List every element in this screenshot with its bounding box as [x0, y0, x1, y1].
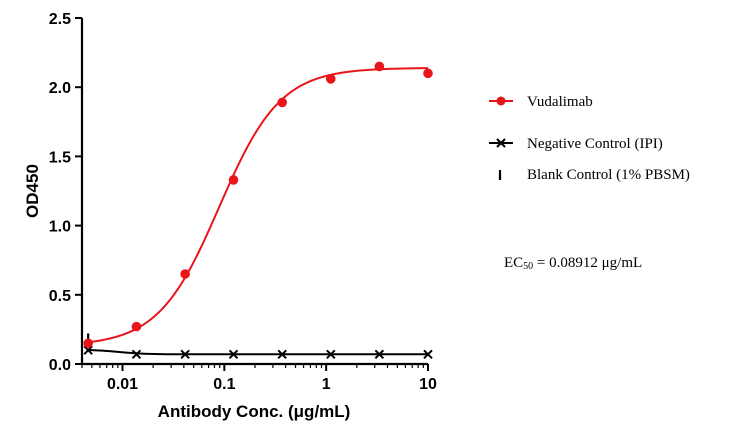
vudalimab-point [325, 74, 336, 84]
legend-vudalimab-label: Vudalimab [527, 94, 593, 110]
y-tick-label: 1.5 [49, 149, 71, 166]
ec50-label: EC [504, 255, 523, 271]
negative-control-point [131, 349, 142, 360]
x-axis-title: Antibody Conc. (μg/mL) [158, 402, 351, 421]
y-ticks: 0.0 0.5 1.0 1.5 2.0 2.5 [49, 11, 82, 374]
negative-marker-stroke [83, 345, 93, 355]
negative-marker-stroke [277, 349, 287, 360]
vudalimab-fit-curve [88, 67, 429, 344]
y-tick-label: 1.0 [49, 219, 71, 236]
x-tick-label: 0.1 [213, 376, 235, 393]
ec50-annotation: EC50 = 0.08912 μg/mL [504, 255, 642, 272]
negative-marker-stroke [423, 349, 433, 360]
negative-control-point [180, 349, 190, 360]
vudalimab-point [228, 175, 239, 185]
negative-marker-stroke [131, 349, 142, 360]
negative-control-point [277, 349, 287, 360]
y-axis-title: OD450 [23, 164, 42, 218]
vudalimab-point [374, 61, 385, 72]
vudalimab-point [180, 269, 190, 279]
vudalimab-point [277, 97, 288, 108]
negative-control-point [83, 345, 93, 355]
negative-marker-stroke [326, 349, 336, 360]
legend-item-vudalimab: Vudalimab [489, 94, 593, 110]
plot-area: 0.0 0.5 1.0 1.5 2.0 2.5 0.01 0.1 1 10 [49, 11, 437, 393]
vudalimab-point [423, 68, 433, 79]
y-tick-label: 2.0 [49, 80, 71, 97]
legend-item-blank-control: Blank Control (1% PBSM) [498, 167, 690, 183]
negative-control-point [423, 349, 433, 360]
negative-control-point [326, 349, 336, 360]
ec50-value: = 0.08912 μg/mL [533, 255, 642, 271]
negative-marker-stroke [180, 349, 190, 360]
negative-marker-stroke [374, 349, 385, 360]
legend: Vudalimab Negative Control (IPI) Blank C… [489, 94, 690, 183]
vudalimab-point [131, 321, 142, 332]
x-tick-label: 1 [322, 376, 331, 393]
x-tick-label: 0.01 [107, 376, 138, 393]
negative-control-curve [88, 349, 428, 356]
y-tick-label: 0.0 [49, 357, 71, 374]
ec50-subscript: 50 [523, 261, 533, 272]
legend-negative-label: Negative Control (IPI) [527, 136, 663, 152]
x-tick-label: 10 [419, 376, 437, 393]
negative-control-point [228, 349, 239, 360]
negative-control-point [374, 349, 385, 360]
vudalimab-point [83, 338, 93, 349]
y-tick-label: 2.5 [49, 11, 71, 28]
negative-marker-stroke [228, 349, 239, 360]
series-layer [83, 61, 433, 360]
legend-vudalimab-marker [496, 96, 506, 106]
x-ticks: 0.01 0.1 1 10 [81, 364, 437, 393]
legend-negative-marker [496, 138, 506, 148]
legend-blank-label: Blank Control (1% PBSM) [527, 167, 690, 183]
y-tick-label: 0.5 [49, 288, 71, 305]
legend-item-negative-control: Negative Control (IPI) [489, 136, 663, 152]
